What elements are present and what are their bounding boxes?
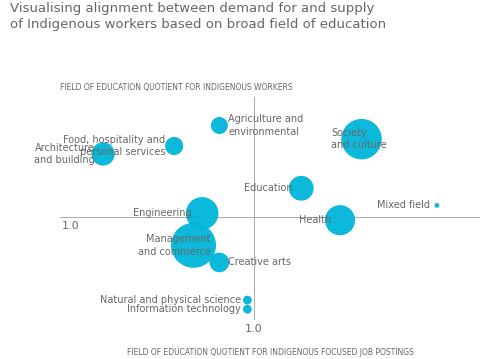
Point xyxy=(433,202,441,208)
Point xyxy=(190,242,198,248)
Text: Visualising alignment between demand for and supply
of Indigenous workers based : Visualising alignment between demand for… xyxy=(10,2,386,31)
Text: Information technology: Information technology xyxy=(127,304,241,314)
Text: FIELD OF EDUCATION QUOTIENT FOR INDIGENOUS WORKERS: FIELD OF EDUCATION QUOTIENT FOR INDIGENO… xyxy=(60,83,292,92)
Text: Management
and commerce: Management and commerce xyxy=(138,234,211,257)
Text: Creative arts: Creative arts xyxy=(228,257,291,267)
Text: Mixed field: Mixed field xyxy=(378,200,430,210)
Point xyxy=(198,210,206,216)
Point xyxy=(216,122,224,128)
Text: Engineering: Engineering xyxy=(133,208,192,218)
Text: Natural and physical science: Natural and physical science xyxy=(100,295,241,305)
Text: Food, hospitality and
personal services: Food, hospitality and personal services xyxy=(64,135,166,157)
Point xyxy=(170,143,178,149)
Text: 1.0: 1.0 xyxy=(245,324,262,334)
Text: Architecture
and building: Architecture and building xyxy=(34,143,94,165)
Point xyxy=(297,185,305,191)
Point xyxy=(216,260,224,265)
Text: Society
and culture: Society and culture xyxy=(332,128,387,150)
Text: 1.0: 1.0 xyxy=(62,222,80,231)
Point xyxy=(244,297,252,303)
Text: FIELD OF EDUCATION QUOTIENT FOR INDIGENOUS FOCUSED JOB POSTINGS: FIELD OF EDUCATION QUOTIENT FOR INDIGENO… xyxy=(126,348,414,357)
Point xyxy=(99,151,107,157)
Point xyxy=(336,217,344,223)
Point xyxy=(358,136,366,142)
Text: Health: Health xyxy=(299,215,332,225)
Text: Education: Education xyxy=(244,183,292,193)
Text: Agriculture and
environmental: Agriculture and environmental xyxy=(228,114,303,137)
Point xyxy=(244,306,252,312)
